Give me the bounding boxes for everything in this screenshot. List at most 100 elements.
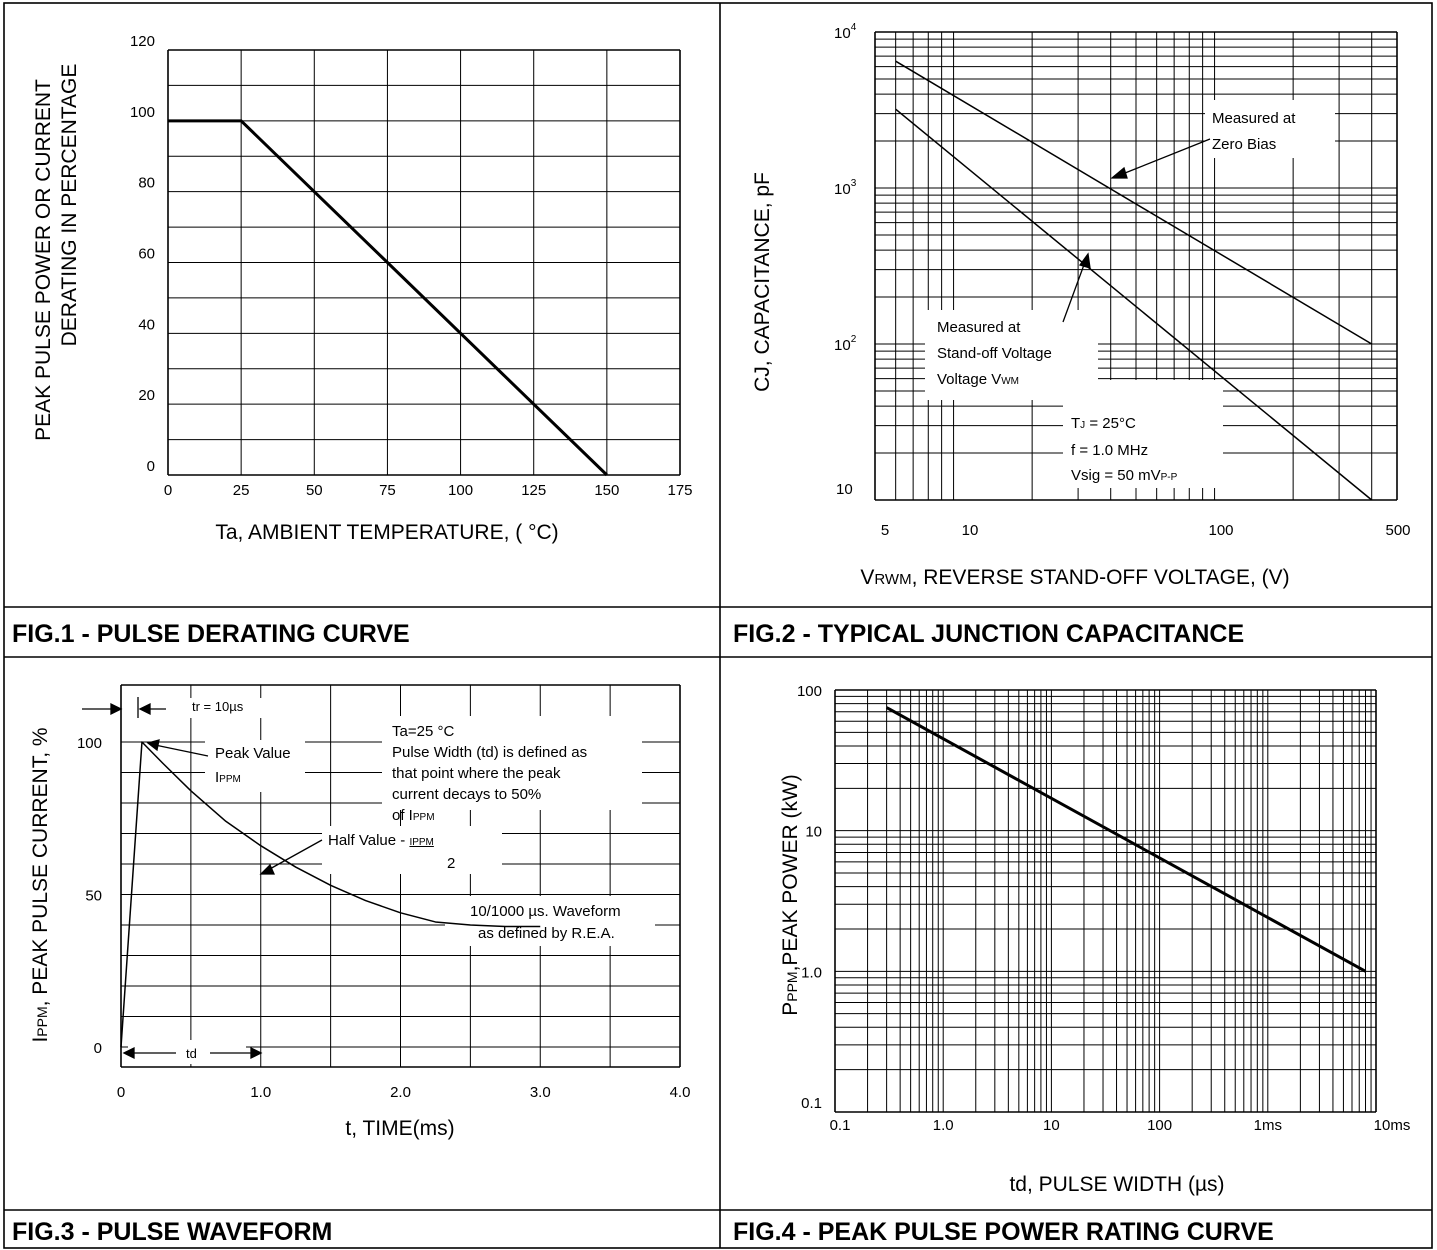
fig1-x-tick-label: 150 xyxy=(594,482,619,499)
fig3-y-tick-label: 50 xyxy=(85,888,102,905)
fig2-chart: Measured at Zero Bias Measured at Stand-… xyxy=(751,22,1411,589)
fig1-x-tick-label: 75 xyxy=(379,482,396,499)
fig3-half-denominator: 2 xyxy=(447,855,455,872)
fig3-peak-line2: IPPM xyxy=(215,769,241,786)
fig1-series-line xyxy=(168,119,608,477)
fig4-y-label: PPPM,PEAK POWER (kW) xyxy=(779,774,802,1016)
fig2-arrows xyxy=(1062,138,1211,323)
fig4-x-tick-label: 0.1 xyxy=(830,1117,851,1134)
fig4-y-tick-label: 0.1 xyxy=(801,1095,822,1112)
fig3-plot xyxy=(120,741,541,1048)
fig3-peak-line1: Peak Value xyxy=(215,745,291,762)
fig2-x-tick-label: 10 xyxy=(962,522,979,539)
fig2-x-ticks: 5 10 100 500 xyxy=(881,522,1411,539)
fig1-y-label-line2: DERATING IN PERCENTAGE xyxy=(58,64,81,347)
fig1-x-tick-label: 100 xyxy=(448,482,473,499)
fig1-y-ticks: 0 20 40 60 80 100 120 xyxy=(130,33,155,475)
fig3-tr-label: tr = 10µs xyxy=(192,699,244,714)
fig1-y-tick-label: 40 xyxy=(138,316,155,333)
fig3-series-line xyxy=(120,741,541,1048)
table-border xyxy=(3,2,1433,1249)
fig1-y-tick-label: 0 xyxy=(147,458,155,475)
fig4-x-tick-label: 10ms xyxy=(1374,1117,1411,1134)
fig3-note-line1: Ta=25 °C xyxy=(392,723,454,740)
fig2-x-tick-label: 500 xyxy=(1385,522,1410,539)
fig3-note-line5: of IPPM xyxy=(392,807,435,824)
fig1-x-label: Ta, AMBIENT TEMPERATURE, ( °C) xyxy=(215,521,558,544)
fig4-x-tick-label: 1ms xyxy=(1254,1117,1282,1134)
fig1-x-tick-label: 175 xyxy=(667,482,692,499)
fig2-condition-tj: TJ = 25°C xyxy=(1071,415,1136,432)
fig3-x-tick-label: 3.0 xyxy=(530,1084,551,1101)
fig2-y-tick-label: 10 xyxy=(836,481,853,498)
fig3-x-ticks: 0 1.0 2.0 3.0 4.0 xyxy=(117,1084,691,1101)
fig3-note-line2: Pulse Width (td) is defined as xyxy=(392,744,587,761)
fig2-label-backgrounds xyxy=(925,100,1335,488)
fig2-zero-bias-line2: Zero Bias xyxy=(1212,136,1276,153)
fig4-x-ticks: 0.1 1.0 10 100 1ms 10ms xyxy=(830,1117,1411,1134)
fig1-y-tick-label: 120 xyxy=(130,33,155,50)
fig2-x-tick-label: 5 xyxy=(881,522,889,539)
fig2-plot xyxy=(895,60,1373,501)
fig4-y-tick-label: 100 xyxy=(797,683,822,700)
fig4-grid xyxy=(834,689,1377,1113)
fig2-caption: FIG.2 - TYPICAL JUNCTION CAPACITANCE xyxy=(733,620,1244,648)
fig4-y-ticks: 0.1 1.0 10 100 xyxy=(797,683,822,1112)
fig1-y-tick-label: 100 xyxy=(130,104,155,121)
fig3-y-ticks: 0 50 100 xyxy=(77,735,102,1057)
fig3-x-tick-label: 0 xyxy=(117,1084,125,1101)
fig1-y-tick-label: 60 xyxy=(138,246,155,263)
fig4-x-tick-label: 100 xyxy=(1147,1117,1172,1134)
fig1-x-ticks: 0 25 50 75 100 125 150 175 xyxy=(164,482,693,499)
fig2-y-tick-label: 103 xyxy=(834,178,857,198)
fig3-half-value: Half Value - IPPM xyxy=(328,832,434,849)
fig2-series-line-1 xyxy=(895,60,1373,345)
fig2-y-ticks: 104 103 102 10 xyxy=(834,22,857,498)
fig4-chart: 0.1 1.0 10 100 0.1 1.0 10 100 1ms 10ms td, PULSE… xyxy=(779,683,1410,1196)
fig3-waveform-line2: as defined by R.E.A. xyxy=(478,925,615,942)
fig3-arrows xyxy=(82,697,323,1060)
fig1-x-tick-label: 25 xyxy=(233,482,250,499)
fig2-standoff-line3: Voltage VWM xyxy=(937,371,1019,388)
fig3-x-tick-label: 1.0 xyxy=(250,1084,271,1101)
fig4-y-tick-label: 10 xyxy=(805,824,822,841)
fig2-standoff-line1: Measured at xyxy=(937,319,1021,336)
fig3-note-line3: that point where the peak xyxy=(392,765,561,782)
fig2-y-label: CJ, CAPACITANCE, pF xyxy=(751,172,774,392)
fig3-note-line4: current decays to 50% xyxy=(392,786,541,803)
fig3-y-label: IPPM, PEAK PULSE CURRENT, % xyxy=(29,727,52,1042)
fig3-y-tick-label: 0 xyxy=(94,1040,102,1057)
fig3-y-tick-label: 100 xyxy=(77,735,102,752)
fig1-x-tick-label: 125 xyxy=(521,482,546,499)
fig2-y-tick-label: 104 xyxy=(834,22,857,42)
fig2-standoff-line2: Stand-off Voltage xyxy=(937,345,1052,362)
fig1-y-tick-label: 20 xyxy=(138,387,155,404)
fig1-x-tick-label: 0 xyxy=(164,482,172,499)
fig4-x-tick-label: 1.0 xyxy=(933,1117,954,1134)
fig1-chart: 0 20 40 60 80 100 120 0 25 50 75 100 125 150 175 Ta, … xyxy=(32,33,693,544)
fig4-x-label: td, PULSE WIDTH (µs) xyxy=(1009,1173,1224,1196)
fig3-waveform-line1: 10/1000 µs. Waveform xyxy=(470,903,621,920)
fig2-zero-bias-line1: Measured at xyxy=(1212,110,1296,127)
fig1-caption: FIG.1 - PULSE DERATING CURVE xyxy=(12,620,410,648)
fig2-condition-vsig: Vsig = 50 mVP-P xyxy=(1071,467,1178,484)
fig4-series-line xyxy=(885,706,1367,973)
fig1-plot xyxy=(168,119,608,477)
fig3-label-backgrounds xyxy=(128,698,655,1064)
fig1-y-label-line1: PEAK PULSE POWER OR CURRENT xyxy=(32,79,55,441)
fig3-x-tick-label: 4.0 xyxy=(670,1084,691,1101)
fig1-y-tick-label: 80 xyxy=(138,175,155,192)
fig4-y-tick-label: 1.0 xyxy=(801,964,822,981)
fig2-series-line-2 xyxy=(895,108,1373,501)
fig2-x-label: VRWM, REVERSE STAND-OFF VOLTAGE, (V) xyxy=(860,566,1289,589)
fig4-plot xyxy=(885,706,1367,973)
fig1-grid xyxy=(167,49,681,476)
fig3-x-label: t, TIME(ms) xyxy=(345,1117,454,1140)
fig4-caption: FIG.4 - PEAK PULSE POWER RATING CURVE xyxy=(733,1218,1274,1246)
fig2-condition-f: f = 1.0 MHz xyxy=(1071,442,1148,459)
fig3-chart: tr = 10µs td Ta=25 °C Pulse Width (td) i… xyxy=(29,684,691,1140)
fig4-x-tick-label: 10 xyxy=(1043,1117,1060,1134)
fig3-x-tick-label: 2.0 xyxy=(390,1084,411,1101)
fig2-x-tick-label: 100 xyxy=(1208,522,1233,539)
